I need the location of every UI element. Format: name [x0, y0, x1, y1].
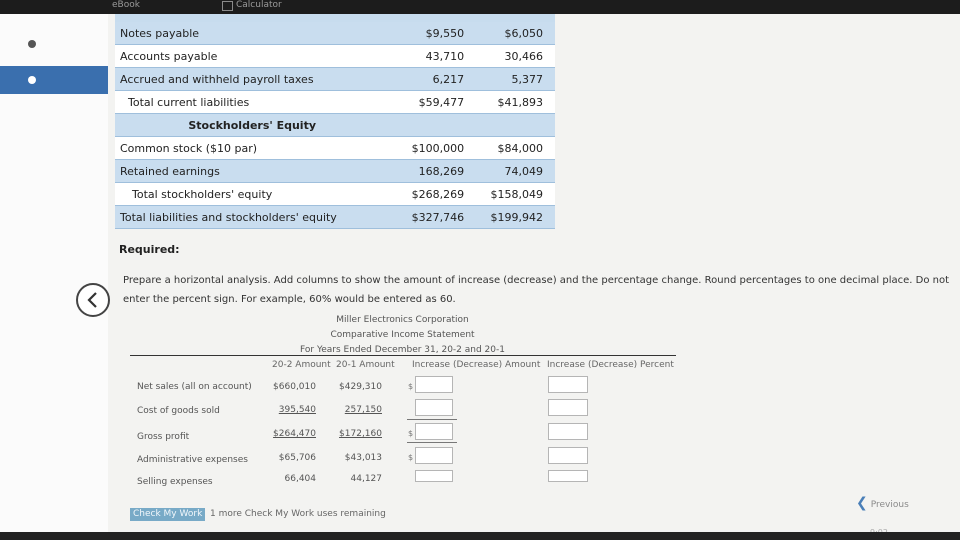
year2-value: 168,269: [389, 159, 479, 183]
year2-amount: $264,470: [273, 429, 316, 439]
row-label: Notes payable: [115, 22, 390, 45]
question-nav-rail: [0, 14, 108, 540]
year1-amount: $43,013: [344, 453, 382, 463]
row-label: Total stockholders' equity: [115, 182, 390, 206]
row-label: Accrued and withheld payroll taxes: [115, 67, 390, 91]
year2-value: $268,269: [389, 182, 479, 206]
increase-amount-input[interactable]: [415, 423, 453, 440]
col-header-increase-percent: Increase (Decrease) Percent: [547, 360, 674, 370]
year2-value: 6,217: [389, 67, 479, 91]
row-label: Cost of goods sold: [137, 406, 220, 416]
table-row: Notes payable $9,550 $6,050: [115, 22, 555, 45]
increase-percent-input[interactable]: [548, 376, 588, 393]
year2-value: 43,710: [389, 44, 479, 68]
ebook-tab[interactable]: eBook: [112, 0, 140, 10]
calculator-icon[interactable]: [222, 1, 233, 11]
section-header-row: Stockholders' Equity: [115, 113, 555, 137]
calculator-tab[interactable]: Calculator: [236, 0, 282, 10]
check-remaining-text: 1 more Check My Work uses remaining: [210, 509, 386, 519]
table-row: Total liabilities and stockholders' equi…: [115, 205, 555, 229]
increase-percent-input[interactable]: [548, 399, 588, 416]
chevron-left-icon: [87, 292, 97, 308]
year1-value: 5,377: [478, 67, 555, 91]
year1-value: $158,049: [478, 182, 555, 206]
increase-amount-input[interactable]: [415, 376, 453, 393]
statement-period: For Years Ended December 31, 20-2 and 20…: [300, 345, 505, 355]
row-label: Retained earnings: [115, 159, 390, 183]
year1-value: 30,466: [478, 44, 555, 68]
section-heading: Stockholders' Equity: [115, 113, 390, 137]
subtotal-underline: [407, 419, 457, 420]
instructions-text: Prepare a horizontal analysis. Add colum…: [123, 275, 950, 305]
year2-value: $100,000: [389, 136, 479, 160]
question-nav-item-1[interactable]: [0, 30, 108, 58]
row-label: Total current liabilities: [115, 90, 390, 114]
year1-amount: 44,127: [350, 474, 383, 484]
currency-symbol: $: [408, 453, 414, 462]
balance-sheet-table: Notes payable $9,550 $6,050 Accounts pay…: [115, 14, 555, 229]
table-row: Total current liabilities $59,477 $41,89…: [115, 90, 555, 114]
table-row: Accrued and withheld payroll taxes 6,217…: [115, 67, 555, 91]
col-header-20-2: 20-2 Amount: [272, 360, 331, 370]
row-label: Selling expenses: [137, 477, 213, 487]
increase-amount-input[interactable]: [415, 470, 453, 482]
year1-value: $6,050: [478, 22, 555, 45]
taskbar: [0, 532, 960, 540]
year2-value: $327,746: [389, 205, 479, 229]
total-underline: [407, 442, 457, 443]
row-label: Administrative expenses: [137, 455, 248, 465]
currency-symbol: $: [408, 382, 414, 391]
year1-value: $199,942: [478, 205, 555, 229]
col-header-20-1: 20-1 Amount: [336, 360, 395, 370]
year2-value: $59,477: [389, 90, 479, 114]
year2-value: $9,550: [389, 22, 479, 45]
currency-symbol: $: [408, 429, 414, 438]
row-label: Accounts payable: [115, 44, 390, 68]
header-divider: [130, 355, 676, 356]
year1-amount: $429,310: [339, 382, 382, 392]
year1-value: 74,049: [478, 159, 555, 183]
check-my-work-button[interactable]: Check My Work: [130, 508, 206, 521]
row-label: Total liabilities and stockholders' equi…: [115, 205, 390, 229]
table-row: Total stockholders' equity $268,269 $158…: [115, 182, 555, 206]
nav-dot-icon: [28, 76, 36, 84]
company-name: Miller Electronics Corporation: [336, 315, 469, 325]
increase-percent-input[interactable]: [548, 447, 588, 464]
year2-amount: $65,706: [278, 453, 316, 463]
required-heading: Required:: [119, 243, 180, 256]
year1-amount: 257,150: [344, 405, 382, 415]
previous-button[interactable]: ❮ Previous: [856, 495, 909, 511]
row-label: Gross profit: [137, 432, 190, 442]
year1-amount: $172,160: [339, 429, 382, 439]
row-label: Net sales (all on account): [137, 382, 252, 392]
increase-percent-input[interactable]: [548, 470, 588, 482]
year1-value: $84,000: [478, 136, 555, 160]
statement-title: Comparative Income Statement: [330, 330, 475, 340]
table-row: Retained earnings 168,269 74,049: [115, 159, 555, 183]
year2-amount: 66,404: [284, 474, 317, 484]
year2-amount: 395,540: [278, 405, 316, 415]
previous-label: Previous: [870, 500, 909, 510]
year1-value: $41,893: [478, 90, 555, 114]
increase-amount-input[interactable]: [415, 399, 453, 416]
nav-dot-icon: [28, 40, 36, 48]
increase-percent-input[interactable]: [548, 423, 588, 440]
question-nav-item-2[interactable]: [0, 66, 108, 94]
col-header-increase-amount: Increase (Decrease) Amount: [412, 360, 541, 370]
table-header-strip: [115, 14, 555, 22]
table-row: Accounts payable 43,710 30,466: [115, 44, 555, 68]
year2-amount: $660,010: [273, 382, 316, 392]
increase-amount-input[interactable]: [415, 447, 453, 464]
chevron-left-icon: ❮: [856, 495, 868, 511]
row-label: Common stock ($10 par): [115, 136, 390, 160]
table-row: Common stock ($10 par) $100,000 $84,000: [115, 136, 555, 160]
back-button[interactable]: [76, 283, 110, 317]
top-toolbar: eBook Calculator: [0, 0, 960, 14]
